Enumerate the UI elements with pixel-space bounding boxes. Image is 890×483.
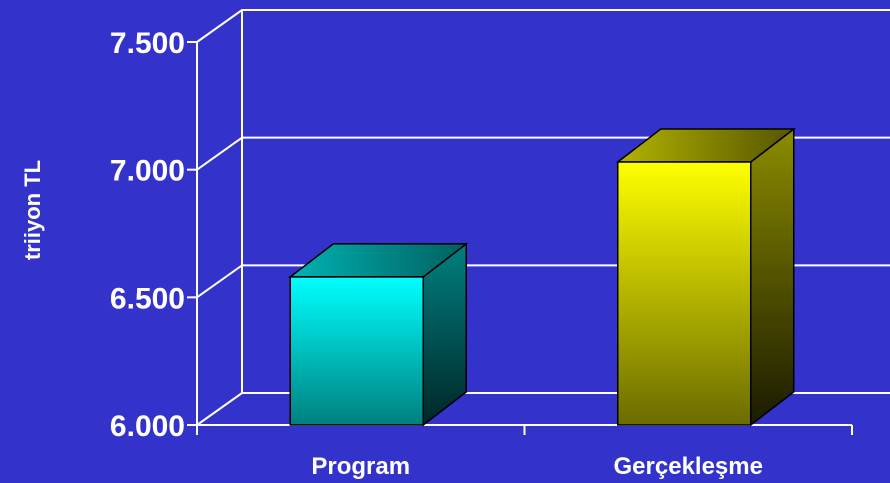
bar-program bbox=[288, 242, 469, 427]
y-axis-title: triiyon TL bbox=[20, 160, 45, 260]
y-tick-label: 7.000 bbox=[110, 155, 185, 188]
labels: 6.000 6.500 7.000 7.500 Program Gerçekleşme bbox=[110, 27, 763, 480]
y-tick-label: 7.500 bbox=[110, 27, 185, 60]
bar-gerçekleşme bbox=[615, 127, 796, 427]
bar-front bbox=[289, 276, 424, 426]
bars bbox=[288, 127, 796, 427]
x-category-label: Gerçekleşme bbox=[614, 453, 763, 480]
x-category-label: Program bbox=[311, 453, 410, 480]
y-tick-label: 6.000 bbox=[110, 410, 185, 443]
bar-front bbox=[617, 161, 752, 426]
gridline bbox=[196, 9, 890, 43]
bar-side bbox=[750, 127, 795, 427]
y-tick-label: 6.500 bbox=[110, 282, 185, 315]
